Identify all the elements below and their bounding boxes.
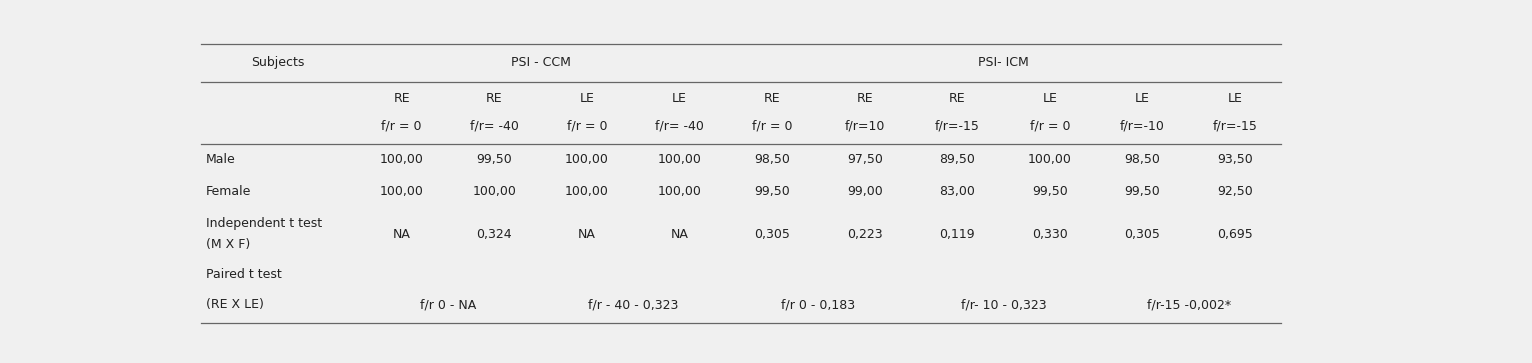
Text: f/r = 0: f/r = 0 [752,119,792,132]
Text: 99,00: 99,00 [847,185,882,197]
Text: 99,50: 99,50 [476,153,512,166]
Text: f/r = 0: f/r = 0 [381,119,421,132]
Text: (M X F): (M X F) [205,238,250,251]
Text: 100,00: 100,00 [657,153,702,166]
Text: Paired t test: Paired t test [205,268,282,281]
Text: LE: LE [579,93,594,105]
Text: 100,00: 100,00 [565,185,608,197]
Text: Subjects: Subjects [251,56,305,69]
Text: 93,50: 93,50 [1218,153,1253,166]
Text: 0,119: 0,119 [939,228,976,241]
Text: f/r=10: f/r=10 [844,119,885,132]
Text: LE: LE [1042,93,1057,105]
Text: PSI- ICM: PSI- ICM [979,56,1030,69]
Text: 100,00: 100,00 [657,185,702,197]
Text: 98,50: 98,50 [754,153,791,166]
Text: RE: RE [948,93,965,105]
Text: 100,00: 100,00 [380,185,423,197]
Text: NA: NA [671,228,688,241]
Text: 99,50: 99,50 [754,185,791,197]
Text: f/r= -40: f/r= -40 [656,119,703,132]
Text: 0,330: 0,330 [1033,228,1068,241]
Text: 100,00: 100,00 [1028,153,1072,166]
Text: 99,50: 99,50 [1124,185,1160,197]
Text: Independent t test: Independent t test [205,217,322,230]
Text: 0,223: 0,223 [847,228,882,241]
Text: f/r- 10 - 0,323: f/r- 10 - 0,323 [961,298,1046,311]
Text: 100,00: 100,00 [565,153,608,166]
Text: f/r=-15: f/r=-15 [1213,119,1258,132]
Text: LE: LE [673,93,686,105]
Text: 0,695: 0,695 [1218,228,1253,241]
Text: f/r=-10: f/r=-10 [1120,119,1164,132]
Text: 100,00: 100,00 [380,153,423,166]
Text: f/r - 40 - 0,323: f/r - 40 - 0,323 [588,298,679,311]
Text: 89,50: 89,50 [939,153,976,166]
Text: 100,00: 100,00 [472,185,516,197]
Text: 97,50: 97,50 [847,153,882,166]
Text: LE: LE [1227,93,1242,105]
Text: Female: Female [205,185,251,197]
Text: f/r-15 -0,002*: f/r-15 -0,002* [1147,298,1230,311]
Text: PSI - CCM: PSI - CCM [510,56,570,69]
Text: f/r = 0: f/r = 0 [567,119,607,132]
Text: 99,50: 99,50 [1033,185,1068,197]
Text: 92,50: 92,50 [1218,185,1253,197]
Text: RE: RE [486,93,502,105]
Text: 0,305: 0,305 [754,228,791,241]
Text: RE: RE [856,93,873,105]
Text: NA: NA [578,228,596,241]
Text: NA: NA [392,228,411,241]
Text: 83,00: 83,00 [939,185,976,197]
Text: 0,305: 0,305 [1124,228,1160,241]
Text: f/r=-15: f/r=-15 [935,119,980,132]
Text: 98,50: 98,50 [1124,153,1160,166]
Text: f/r = 0: f/r = 0 [1030,119,1071,132]
Text: Male: Male [205,153,236,166]
Text: f/r 0 - 0,183: f/r 0 - 0,183 [781,298,855,311]
Text: f/r 0 - NA: f/r 0 - NA [420,298,476,311]
Text: RE: RE [394,93,411,105]
Text: RE: RE [764,93,780,105]
Text: f/r= -40: f/r= -40 [470,119,519,132]
Text: LE: LE [1135,93,1151,105]
Text: 0,324: 0,324 [476,228,512,241]
Text: (RE X LE): (RE X LE) [205,298,264,311]
